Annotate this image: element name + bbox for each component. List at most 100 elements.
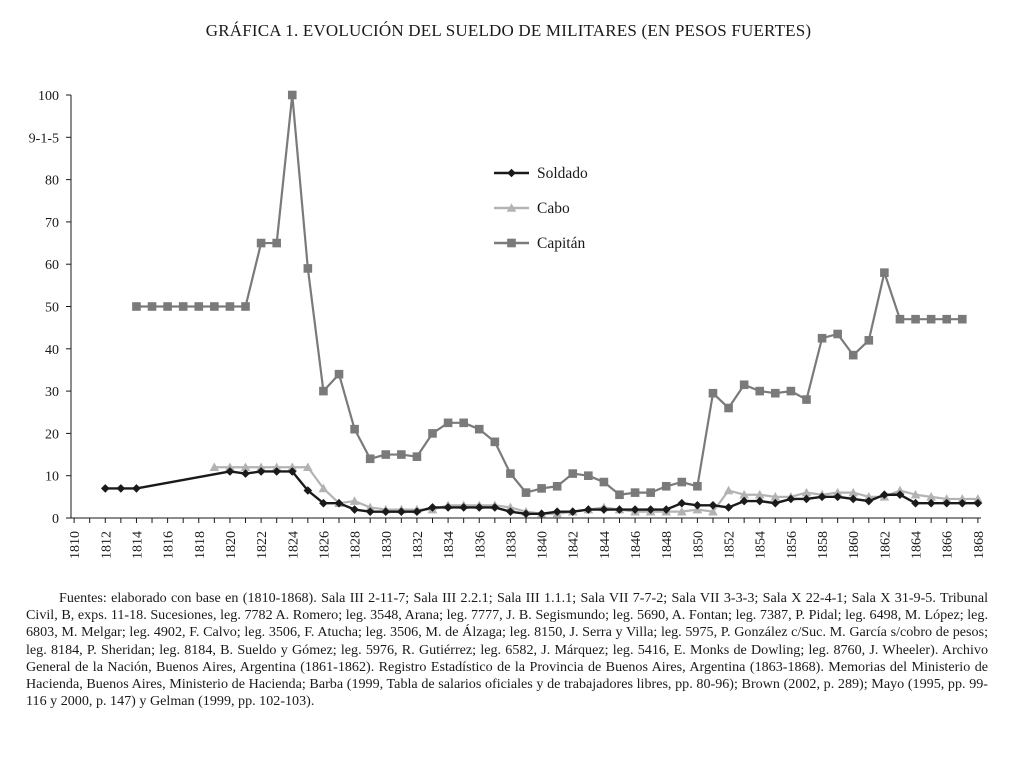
data-point-soldado	[895, 490, 905, 500]
legend-swatch-marker	[507, 238, 516, 248]
data-point-soldado	[428, 503, 437, 512]
data-point-capit-n	[272, 238, 281, 248]
data-point-soldado	[771, 498, 780, 508]
data-point-cabo	[677, 506, 687, 516]
data-point-capit-n	[194, 302, 204, 311]
x-tick-label: 1862	[878, 531, 893, 559]
data-point-soldado	[833, 492, 842, 502]
data-point-capit-n	[490, 437, 500, 447]
data-point-soldado	[334, 498, 344, 508]
data-point-soldado	[459, 503, 468, 512]
series-line-soldado	[105, 470, 978, 515]
data-point-cabo	[973, 494, 983, 503]
data-point-cabo	[303, 462, 313, 472]
data-point-soldado	[677, 498, 687, 508]
x-tick-label: 1844	[598, 531, 613, 559]
data-point-capit-n	[350, 424, 359, 434]
data-point-soldado	[926, 498, 936, 508]
data-point-capit-n	[802, 395, 811, 404]
y-tick-label: 100	[38, 89, 59, 104]
data-point-soldado	[646, 505, 655, 514]
x-tick-label: 1822	[255, 531, 270, 559]
data-point-soldado	[506, 507, 515, 516]
legend-label: Cabo	[537, 200, 570, 217]
series-capit-n	[132, 90, 967, 500]
legend-label: Soldado	[537, 165, 588, 182]
data-point-soldado	[693, 501, 702, 510]
data-point-capit-n	[942, 314, 952, 324]
data-point-capit-n	[693, 481, 702, 491]
data-point-soldado	[241, 469, 250, 478]
data-point-capit-n	[895, 314, 905, 324]
legend-swatch-marker	[506, 203, 517, 212]
x-tick-label: 1850	[691, 531, 706, 559]
x-tick-label: 1868	[972, 531, 987, 559]
x-tick-label: 1858	[816, 531, 831, 559]
data-point-soldado	[724, 503, 733, 512]
data-point-soldado	[100, 484, 110, 493]
x-tick-label: 1832	[411, 531, 426, 559]
data-point-soldado	[942, 498, 952, 508]
data-point-soldado	[911, 498, 920, 508]
data-point-cabo	[848, 487, 859, 497]
series-soldado	[100, 467, 983, 519]
data-point-capit-n	[880, 268, 889, 277]
x-tick-label: 1838	[504, 531, 519, 559]
data-point-capit-n	[677, 477, 687, 487]
data-point-cabo	[926, 492, 936, 501]
x-tick-label: 1840	[536, 531, 551, 559]
series-line-capit-n	[136, 93, 963, 496]
data-point-capit-n	[303, 264, 313, 273]
data-point-capit-n	[459, 418, 468, 428]
x-tick-label: 1864	[910, 531, 925, 559]
data-point-capit-n	[786, 386, 796, 396]
data-point-soldado	[708, 501, 718, 510]
y-tick-label: 70	[45, 216, 59, 231]
data-point-capit-n	[474, 424, 484, 434]
data-point-capit-n	[926, 314, 936, 324]
data-point-soldado	[490, 503, 500, 512]
y-tick-label: 40	[45, 343, 59, 358]
data-point-capit-n	[397, 450, 406, 459]
x-tick-label: 1856	[785, 531, 800, 559]
y-tick-label: 60	[45, 258, 59, 273]
data-point-capit-n	[428, 429, 437, 438]
data-point-cabo	[505, 502, 516, 512]
data-point-cabo	[349, 496, 360, 505]
x-tick-label: 1826	[317, 531, 332, 559]
y-tick-label: 20	[45, 427, 59, 442]
x-tick-label: 1810	[68, 531, 83, 559]
data-point-cabo	[801, 487, 812, 497]
data-point-soldado	[661, 505, 671, 514]
x-tick-label: 1848	[660, 531, 675, 559]
x-tick-label: 1866	[941, 531, 956, 559]
data-point-soldado	[817, 492, 827, 502]
legend-swatch-marker	[507, 168, 516, 178]
y-tick-label: 9-1-5	[29, 131, 59, 146]
data-point-soldado	[958, 498, 967, 508]
data-point-capit-n	[334, 369, 344, 379]
data-point-soldado	[973, 498, 983, 508]
data-point-cabo	[271, 462, 282, 472]
data-point-capit-n	[630, 488, 640, 497]
data-point-capit-n	[833, 329, 842, 339]
data-point-capit-n	[599, 477, 609, 487]
data-point-cabo	[754, 489, 765, 499]
x-tick-label: 1854	[754, 531, 769, 559]
data-point-cabo	[941, 494, 952, 503]
data-point-capit-n	[506, 469, 515, 478]
data-point-capit-n	[319, 386, 328, 396]
y-tick-label: 10	[45, 470, 59, 485]
data-point-soldado	[381, 507, 391, 516]
x-tick-label: 1830	[380, 531, 395, 559]
data-point-soldado	[802, 494, 811, 504]
data-point-cabo	[225, 462, 235, 472]
x-tick-label: 1852	[723, 531, 738, 559]
data-point-capit-n	[661, 481, 671, 491]
data-point-capit-n	[848, 350, 858, 360]
data-point-capit-n	[287, 90, 297, 100]
data-point-soldado	[848, 494, 858, 504]
data-point-cabo	[365, 502, 375, 512]
x-tick-label: 1824	[286, 531, 301, 559]
data-point-capit-n	[381, 450, 391, 459]
